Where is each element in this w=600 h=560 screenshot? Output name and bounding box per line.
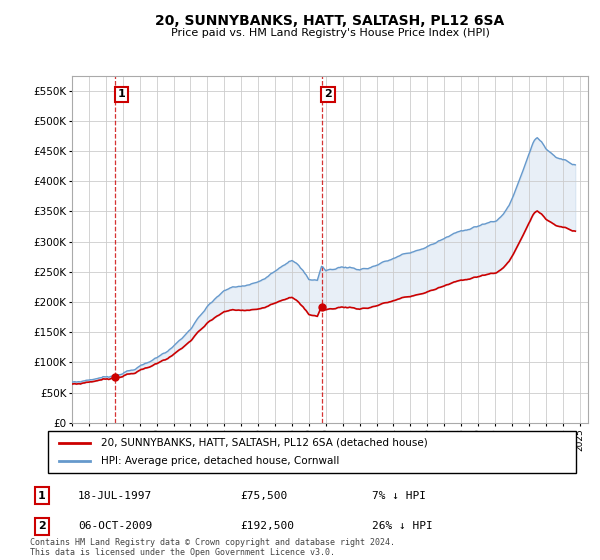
Text: 2: 2 <box>324 90 332 100</box>
Text: 1: 1 <box>118 90 125 100</box>
Text: Contains HM Land Registry data © Crown copyright and database right 2024.
This d: Contains HM Land Registry data © Crown c… <box>30 538 395 557</box>
Text: 06-OCT-2009: 06-OCT-2009 <box>78 521 152 531</box>
Text: 18-JUL-1997: 18-JUL-1997 <box>78 491 152 501</box>
Text: £75,500: £75,500 <box>240 491 287 501</box>
Text: 20, SUNNYBANKS, HATT, SALTASH, PL12 6SA (detached house): 20, SUNNYBANKS, HATT, SALTASH, PL12 6SA … <box>101 438 428 448</box>
FancyBboxPatch shape <box>48 431 576 473</box>
Text: £192,500: £192,500 <box>240 521 294 531</box>
Text: 2: 2 <box>38 521 46 531</box>
Text: HPI: Average price, detached house, Cornwall: HPI: Average price, detached house, Corn… <box>101 456 339 466</box>
Text: 20, SUNNYBANKS, HATT, SALTASH, PL12 6SA: 20, SUNNYBANKS, HATT, SALTASH, PL12 6SA <box>155 14 505 28</box>
Text: 1: 1 <box>38 491 46 501</box>
Text: 26% ↓ HPI: 26% ↓ HPI <box>372 521 433 531</box>
Text: 7% ↓ HPI: 7% ↓ HPI <box>372 491 426 501</box>
Text: Price paid vs. HM Land Registry's House Price Index (HPI): Price paid vs. HM Land Registry's House … <box>170 29 490 39</box>
